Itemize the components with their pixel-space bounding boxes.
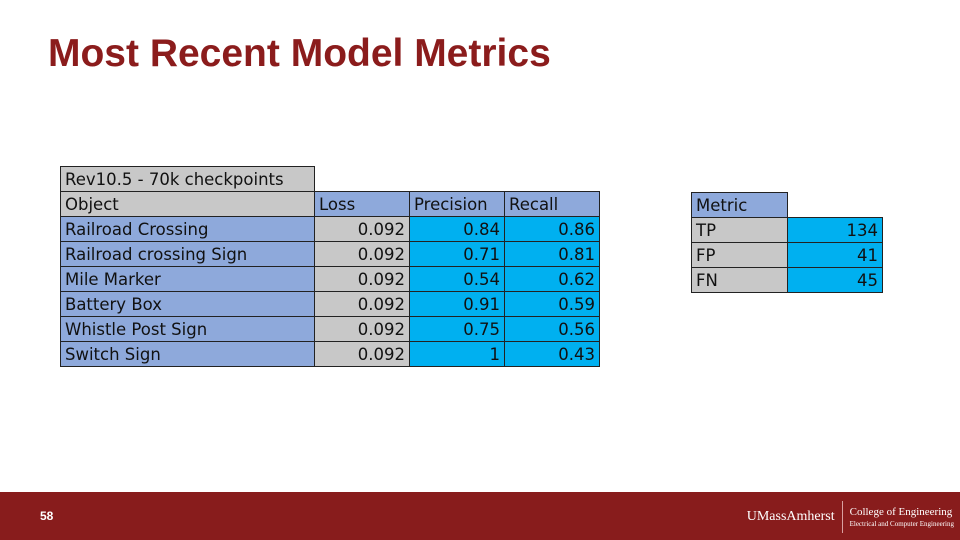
footer-bar: 58 UMassAmherst College of Engineering E…	[0, 492, 960, 540]
loss-value: 0.092	[314, 216, 410, 242]
precision-value: 1	[409, 341, 505, 367]
table-row: Battery Box 0.092 0.91 0.59	[60, 291, 600, 317]
header-loss: Loss	[314, 191, 410, 217]
metric-label: TP	[691, 217, 788, 243]
recall-value: 0.62	[504, 266, 600, 292]
table-header-row: Object Loss Precision Recall	[60, 191, 600, 217]
object-name: Railroad Crossing	[60, 216, 315, 242]
loss-value: 0.092	[314, 341, 410, 367]
header-object: Object	[60, 191, 315, 217]
loss-value: 0.092	[314, 316, 410, 342]
table-caption-row: Rev10.5 - 70k checkpoints	[60, 166, 600, 192]
table-row: Railroad Crossing 0.092 0.84 0.86	[60, 216, 600, 242]
recall-value: 0.56	[504, 316, 600, 342]
metric-value: 45	[787, 267, 883, 293]
logo-divider	[841, 501, 843, 533]
slide-title: Most Recent Model Metrics	[48, 32, 551, 75]
table-caption: Rev10.5 - 70k checkpoints	[60, 166, 315, 192]
logo-department-name: Electrical and Computer Engineering	[849, 519, 954, 528]
summary-metrics-table: Metric TP 134 FP 41 FN 45	[691, 192, 883, 293]
header-precision: Precision	[409, 191, 505, 217]
umass-logo: UMassAmherst College of Engineering Elec…	[747, 500, 954, 534]
recall-value: 0.81	[504, 241, 600, 267]
precision-value: 0.75	[409, 316, 505, 342]
recall-value: 0.59	[504, 291, 600, 317]
object-name: Railroad crossing Sign	[60, 241, 315, 267]
logo-umass-text: UMassAmherst	[746, 509, 835, 524]
loss-value: 0.092	[314, 266, 410, 292]
loss-value: 0.092	[314, 241, 410, 267]
precision-value: 0.91	[409, 291, 505, 317]
recall-value: 0.43	[504, 341, 600, 367]
metric-label: FN	[691, 267, 788, 293]
summary-row: FP 41	[691, 242, 883, 268]
metric-label: FP	[691, 242, 788, 268]
object-name: Mile Marker	[60, 266, 315, 292]
page-number: 58	[40, 509, 54, 523]
metric-value: 41	[787, 242, 883, 268]
object-name: Whistle Post Sign	[60, 316, 315, 342]
summary-header-row: Metric	[691, 192, 883, 218]
table-row: Railroad crossing Sign 0.092 0.71 0.81	[60, 241, 600, 267]
header-recall: Recall	[504, 191, 600, 217]
summary-row: FN 45	[691, 267, 883, 293]
table-row: Mile Marker 0.092 0.54 0.62	[60, 266, 600, 292]
precision-value: 0.84	[409, 216, 505, 242]
precision-value: 0.71	[409, 241, 505, 267]
logo-college: College of Engineering Electrical and Co…	[843, 506, 954, 529]
precision-value: 0.54	[409, 266, 505, 292]
object-name: Switch Sign	[60, 341, 315, 367]
object-name: Battery Box	[60, 291, 315, 317]
recall-value: 0.86	[504, 216, 600, 242]
summary-row: TP 134	[691, 217, 883, 243]
metrics-table: Rev10.5 - 70k checkpoints Object Loss Pr…	[60, 166, 600, 367]
table-row: Switch Sign 0.092 1 0.43	[60, 341, 600, 367]
logo-college-name: College of Engineering	[849, 505, 953, 518]
summary-header: Metric	[691, 192, 788, 218]
loss-value: 0.092	[314, 291, 410, 317]
table-row: Whistle Post Sign 0.092 0.75 0.56	[60, 316, 600, 342]
metric-value: 134	[787, 217, 883, 243]
